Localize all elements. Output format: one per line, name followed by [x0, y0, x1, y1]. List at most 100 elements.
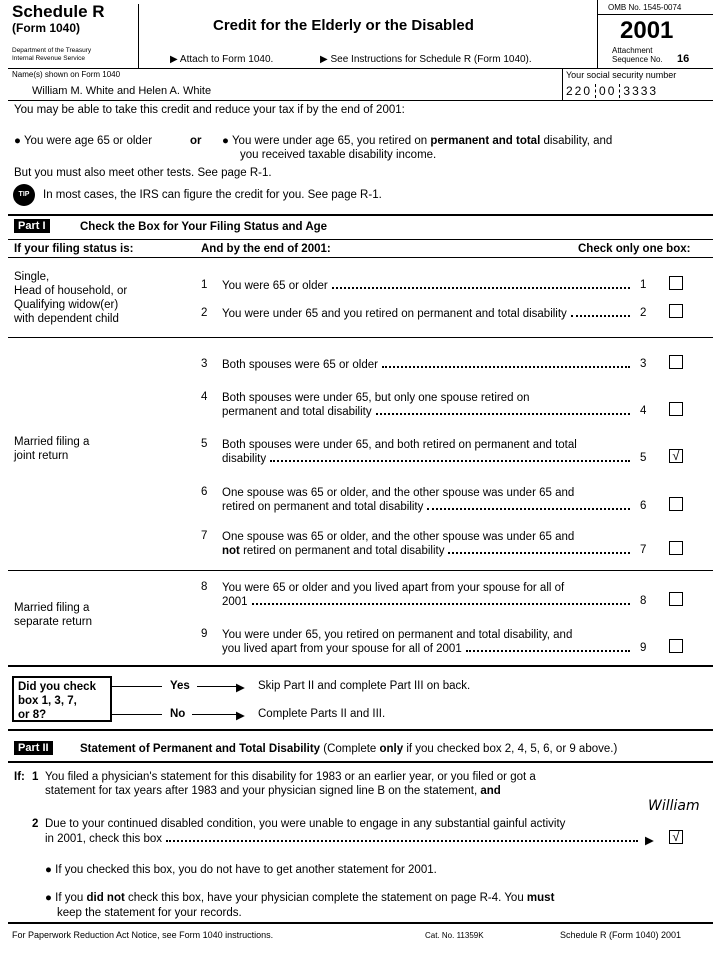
line-ref: 9	[640, 642, 647, 654]
if-label: If:	[14, 771, 25, 783]
line-text-1: One spouse was 65 or older, and the othe…	[222, 487, 575, 499]
attachment-label: Attachment	[612, 46, 653, 55]
checkbox-line-6[interactable]	[669, 497, 683, 511]
part2-label: Part II	[14, 741, 53, 755]
item-2-text: Due to your continued disabled condition…	[45, 818, 566, 830]
line-text-2: disability	[222, 453, 267, 465]
status-joint: Married filing a joint return	[14, 436, 90, 462]
line-number: 8	[201, 581, 208, 593]
flow-no: No	[170, 708, 186, 720]
line-ref: 7	[640, 544, 647, 556]
ssn-part1: 220	[566, 84, 593, 98]
arrow-right-icon: ▶	[236, 682, 245, 694]
part2-bullet-2: ● If you did not check this box, have yo…	[45, 892, 555, 904]
flow-yes-text: Skip Part II and complete Part III on ba…	[258, 680, 471, 692]
form-title: Credit for the Elderly or the Disabled	[213, 17, 474, 34]
bullet-under-65: ● You were under age 65, you retired on …	[222, 135, 613, 147]
dot-leader	[375, 413, 630, 415]
flow-no-text: Complete Parts II and III.	[258, 708, 386, 720]
checkbox-line-5[interactable]: √	[669, 449, 683, 463]
tip-icon: TIP	[13, 184, 35, 206]
signature-william: William	[648, 798, 700, 814]
line-number: 5	[201, 438, 208, 450]
part2-bullet-2-cont: keep the statement for your records.	[57, 907, 242, 919]
checkbox-line-1[interactable]	[669, 276, 683, 290]
line-number: 7	[201, 530, 208, 542]
arrow-right-icon: ▶	[645, 835, 654, 847]
line-text: Both spouses were 65 or older	[222, 358, 632, 372]
line-text: Both spouses were under 65, and both ret…	[222, 438, 632, 466]
footer-form: Schedule R (Form 1040) 2001	[560, 930, 682, 940]
dot-leader	[381, 366, 630, 368]
line-text-1: You were 65 or older	[222, 280, 328, 292]
checkbox-line-7[interactable]	[669, 541, 683, 555]
footer-notice: For Paperwork Reduction Act Notice, see …	[12, 930, 274, 940]
names-label: Name(s) shown on Form 1040	[12, 70, 121, 79]
line-text-1: You were 65 or older and you lived apart…	[222, 582, 565, 594]
names-field[interactable]: William M. White and Helen A. White	[32, 85, 212, 97]
line-text: One spouse was 65 or older, and the othe…	[222, 486, 632, 514]
part2-title: Statement of Permanent and Total Disabil…	[80, 743, 618, 755]
checkbox-line-8[interactable]	[669, 592, 683, 606]
line-text: You were under 65, you retired on perman…	[222, 628, 632, 656]
line-text-1: One spouse was 65 or older, and the othe…	[222, 531, 575, 543]
form-number: (Form 1040)	[12, 21, 81, 35]
intro-text: You may be able to take this credit and …	[14, 104, 405, 116]
line-number: 3	[201, 358, 208, 370]
irs: Internal Revenue Service	[12, 55, 85, 62]
dot-leader	[251, 603, 630, 605]
ssn-field[interactable]: 220 00 3333	[566, 84, 658, 98]
checkbox-line-2[interactable]	[669, 304, 683, 318]
line-ref: 5	[640, 452, 647, 464]
line-text-1: Both spouses were under 65, and both ret…	[222, 439, 577, 451]
tip-text: In most cases, the IRS can figure the cr…	[43, 189, 382, 201]
line-text: One spouse was 65 or older, and the othe…	[222, 530, 632, 558]
line-text-2: retired on permanent and total disabilit…	[222, 501, 424, 513]
dept: Department of the Treasury	[12, 47, 92, 54]
line-number: 9	[201, 628, 208, 640]
checkbox-line-4[interactable]	[669, 402, 683, 416]
checkbox-line-3[interactable]	[669, 355, 683, 369]
status-separate: Married filing a separate return	[14, 602, 92, 628]
line-number: 1	[201, 279, 208, 291]
line-text-2: permanent and total disability	[222, 406, 372, 418]
dot-leader	[331, 287, 630, 289]
line-text-1: You were under 65 and you retired on per…	[222, 308, 567, 320]
or-label: or	[190, 135, 202, 147]
item-2-text-cont: in 2001, check this box	[45, 833, 640, 845]
attach-note: ▶ Attach to Form 1040.	[170, 54, 274, 65]
part1-label: Part I	[14, 219, 50, 233]
sequence-label: Sequence No.	[612, 55, 663, 64]
line-text-2: not retired on permanent and total disab…	[222, 545, 445, 557]
line-text: Both spouses were under 65, but only one…	[222, 391, 632, 419]
line-ref: 6	[640, 500, 647, 512]
omb-number: OMB No. 1545-0074	[608, 3, 682, 12]
line-text-1: Both spouses were 65 or older	[222, 359, 378, 371]
dot-leader	[166, 840, 638, 842]
line-ref: 4	[640, 405, 647, 417]
part2-checkbox[interactable]: √	[669, 830, 683, 844]
arrow-right-icon: ▶	[236, 710, 245, 722]
schedule-name: Schedule R	[12, 2, 105, 21]
dot-leader	[448, 552, 630, 554]
dot-leader	[270, 460, 630, 462]
line-ref: 8	[640, 595, 647, 607]
item-1-text: You filed a physician's statement for th…	[45, 771, 536, 783]
bullet-age-65: ● You were age 65 or older	[14, 135, 153, 147]
status-single: Single, Head of household, or Qualifying w…	[14, 271, 128, 325]
line-number: 4	[201, 391, 208, 403]
part2-bullet-1: ● If you checked this box, you do not ha…	[45, 864, 437, 876]
line-text-1: You were under 65, you retired on perman…	[222, 629, 573, 641]
checkbox-line-9[interactable]	[669, 639, 683, 653]
line-ref: 3	[640, 358, 647, 370]
col-by-end: And by the end of 2001:	[201, 243, 331, 255]
line-ref: 1	[640, 279, 647, 291]
catalog-number: Cat. No. 11359K	[425, 931, 484, 940]
dot-leader	[465, 650, 630, 652]
ssn-label: Your social security number	[566, 70, 677, 80]
other-tests: But you must also meet other tests. See …	[14, 167, 272, 179]
line-text: You were 65 or older	[222, 279, 632, 293]
line-number: 2	[201, 307, 208, 319]
dot-leader	[570, 315, 630, 317]
ssn-part3: 3333	[623, 84, 659, 98]
